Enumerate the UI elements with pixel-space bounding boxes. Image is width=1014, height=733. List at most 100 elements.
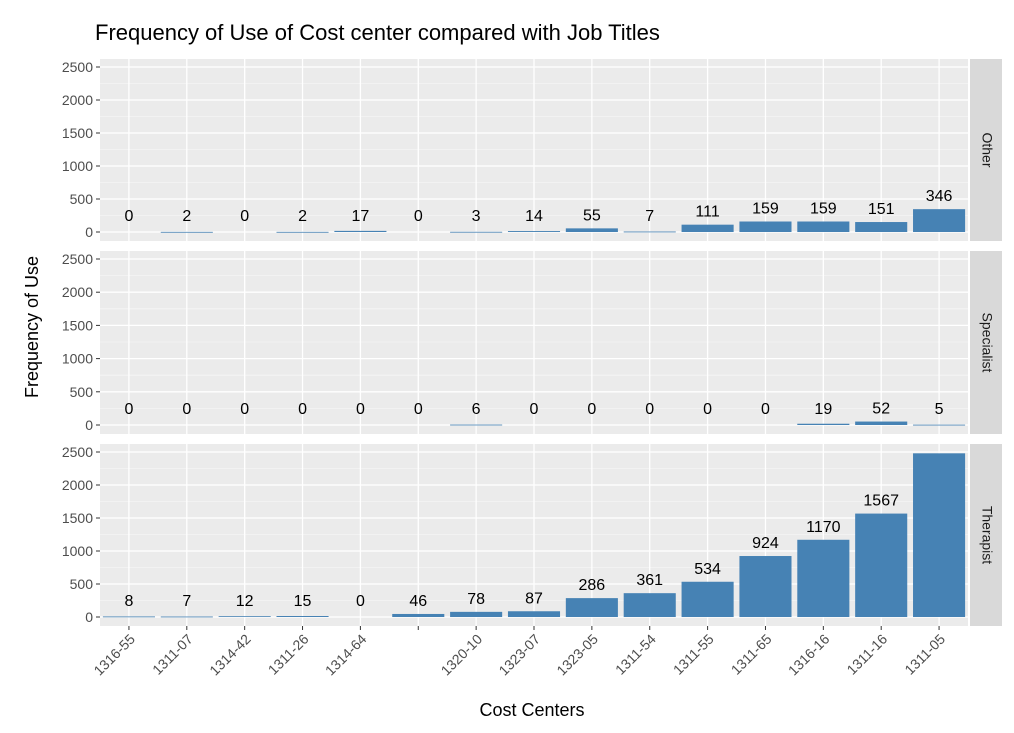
data-label: 346 <box>926 188 953 205</box>
bar <box>855 421 908 425</box>
data-label: 7 <box>645 208 654 225</box>
bar <box>797 221 850 232</box>
data-label: 6 <box>472 401 481 418</box>
data-label: 159 <box>752 201 779 218</box>
bar <box>855 513 908 617</box>
x-tick-label: 1314-64 <box>322 631 370 679</box>
x-tick-label: 1311-05 <box>901 631 948 678</box>
y-tick-label: 2000 <box>62 92 93 108</box>
data-label: 0 <box>530 401 539 418</box>
data-label: 12 <box>236 593 254 610</box>
x-tick-label: 1311-07 <box>149 631 196 678</box>
y-tick-label: 2500 <box>62 59 93 75</box>
data-label: 0 <box>645 401 654 418</box>
x-tick-label: 1323-05 <box>553 631 601 679</box>
y-tick-label: 0 <box>85 417 93 433</box>
bar <box>392 613 445 617</box>
data-label: 8 <box>124 593 133 610</box>
y-tick-label: 0 <box>85 609 93 625</box>
bar <box>450 424 503 426</box>
facet-strip <box>970 444 1002 626</box>
data-label: 0 <box>414 208 423 225</box>
y-tick-label: 500 <box>70 384 94 400</box>
y-tick-label: 500 <box>70 191 94 207</box>
data-label: 52 <box>872 401 890 418</box>
bar <box>565 228 618 232</box>
data-label: 0 <box>298 401 307 418</box>
bar <box>160 616 213 618</box>
facet-panel-other: 0 500 1000 1500 2000 2500 0 2 0 2 17 0 3 14 55 7 111 159 1… <box>62 59 1002 241</box>
x-tick-label: 1311-65 <box>728 631 775 678</box>
y-tick-label: 2500 <box>62 444 93 460</box>
data-label: 0 <box>703 401 712 418</box>
facet-strip <box>970 251 1002 434</box>
facet-strip-label: Therapist <box>979 506 995 564</box>
bar <box>276 231 329 233</box>
data-label: 2 <box>298 208 307 225</box>
bar <box>797 423 850 425</box>
bar <box>334 230 387 232</box>
data-label: 17 <box>352 208 370 225</box>
y-axis-title: Frequency of Use <box>22 256 42 398</box>
bar <box>565 598 618 617</box>
data-label: 286 <box>579 577 606 594</box>
data-label: 5 <box>935 401 944 418</box>
data-label: 0 <box>124 208 133 225</box>
bar <box>276 616 329 617</box>
bar <box>681 581 734 617</box>
bar <box>507 611 561 617</box>
data-label: 0 <box>356 401 365 418</box>
data-label: 14 <box>525 208 543 225</box>
x-tick-label: 1316-55 <box>90 631 138 679</box>
bar <box>160 231 213 233</box>
bar <box>913 209 966 232</box>
facet-panel-specialist: 0 500 1000 1500 2000 2500 0 0 0 0 0 0 6 0 0 0 0 0 19 52 5 Spe… <box>62 251 1002 434</box>
bar <box>797 539 850 617</box>
y-tick-label: 1000 <box>62 543 93 559</box>
bar <box>681 224 734 232</box>
y-tick-label: 2500 <box>62 251 93 267</box>
chart-title: Frequency of Use of Cost center compared… <box>95 20 660 45</box>
y-tick-label: 0 <box>85 224 93 240</box>
data-label: 0 <box>240 401 249 418</box>
x-tick-label: 1311-54 <box>612 631 659 678</box>
y-tick-label: 2000 <box>62 477 93 493</box>
data-label: 0 <box>124 401 133 418</box>
data-label: 1567 <box>863 493 899 510</box>
x-tick-label: 1316-16 <box>785 631 833 679</box>
data-label: 0 <box>182 401 191 418</box>
x-tick-label: 1311-16 <box>843 631 890 678</box>
bar <box>450 231 503 233</box>
bar <box>739 221 792 232</box>
data-label: 534 <box>694 561 721 578</box>
y-tick-label: 2000 <box>62 284 93 300</box>
x-tick-label: 1311-26 <box>265 631 312 678</box>
bar <box>913 453 966 617</box>
bar <box>450 611 503 617</box>
x-axis-title: Cost Centers <box>479 700 584 720</box>
y-tick-label: 1000 <box>62 351 93 367</box>
facet-strip-label: Specialist <box>979 313 995 373</box>
bar <box>623 593 676 617</box>
data-label: 19 <box>814 401 832 418</box>
data-label: 0 <box>587 401 596 418</box>
data-label: 7 <box>182 593 191 610</box>
data-label: 46 <box>409 593 427 610</box>
data-label: 0 <box>761 401 770 418</box>
data-label: 924 <box>752 535 779 552</box>
x-axis-ticks: 1316-55 1311-07 1314-42 1311-26 1314-64 1320-… <box>90 626 948 678</box>
data-label: 1170 <box>806 519 841 536</box>
data-label: 78 <box>467 591 485 608</box>
x-tick-label: 1323-07 <box>495 631 543 679</box>
y-tick-label: 1500 <box>62 125 93 141</box>
facet-strip-label: Other <box>979 132 995 167</box>
bar <box>855 222 908 232</box>
x-tick-label: 1311-55 <box>670 631 717 678</box>
y-tick-label: 1500 <box>62 510 93 526</box>
x-tick-label: 1314-42 <box>206 631 254 679</box>
data-label: 0 <box>414 401 423 418</box>
bar <box>623 231 676 233</box>
data-label: 111 <box>695 204 719 221</box>
